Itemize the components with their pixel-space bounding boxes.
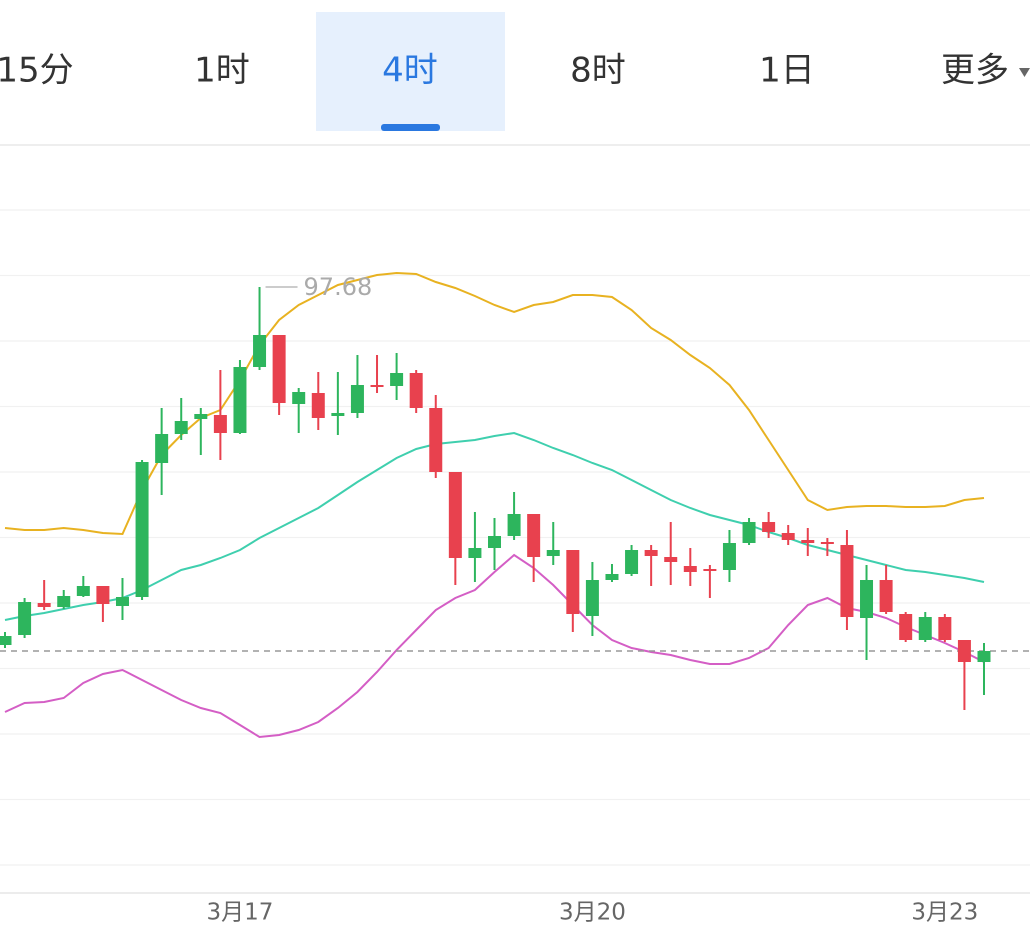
tab[interactable]: 更多 xyxy=(941,51,1009,91)
candle-body xyxy=(585,580,599,616)
candle-body xyxy=(742,522,756,543)
candle-body xyxy=(683,566,697,572)
band-line xyxy=(4,271,985,536)
candle-body xyxy=(957,640,971,662)
candle-body xyxy=(605,574,619,580)
tab[interactable]: 1时 xyxy=(194,51,250,91)
candle-body xyxy=(546,550,560,556)
candle-body xyxy=(938,617,952,640)
candle-body xyxy=(350,385,364,413)
candle-body xyxy=(879,580,893,612)
candle-body xyxy=(331,413,345,416)
dropdown-arrow xyxy=(1019,68,1030,77)
x-tick-label: 3月23 xyxy=(911,900,978,926)
candle-body xyxy=(253,335,267,367)
candle-body xyxy=(409,373,423,408)
candle-body xyxy=(292,392,306,404)
candle-body xyxy=(135,462,149,597)
candle-body xyxy=(644,550,658,556)
candle-body xyxy=(448,472,462,558)
tab[interactable]: 8时 xyxy=(570,51,626,91)
candle-body xyxy=(57,596,71,607)
candle-body xyxy=(155,434,169,463)
candle-body xyxy=(918,617,932,640)
candle-body xyxy=(703,569,717,571)
band-line xyxy=(4,431,985,621)
band-line xyxy=(4,553,985,739)
candle-body xyxy=(664,557,678,562)
candle-body xyxy=(174,421,188,434)
candle-body xyxy=(860,580,874,618)
candle-body xyxy=(781,533,795,540)
candle-body xyxy=(566,550,580,614)
candle-body xyxy=(820,542,834,544)
x-tick-label: 3月20 xyxy=(559,900,626,926)
candle-body xyxy=(468,548,482,558)
candle-body xyxy=(390,373,404,386)
candle-body xyxy=(801,540,815,543)
tab[interactable]: 15分 xyxy=(0,51,74,91)
candle-body xyxy=(18,602,32,635)
candle-body xyxy=(311,393,325,418)
tab[interactable]: 4时 xyxy=(382,51,438,91)
candle-body xyxy=(213,415,227,433)
candle-body xyxy=(762,522,776,532)
candle-body xyxy=(507,514,521,536)
candle-body xyxy=(194,414,208,419)
candle-body xyxy=(370,385,384,387)
candle-body xyxy=(233,367,247,433)
candle-body xyxy=(115,597,129,606)
candle-body xyxy=(899,614,913,640)
x-tick-label: 3月17 xyxy=(207,900,274,926)
candle-body xyxy=(76,586,90,596)
candle-body xyxy=(840,545,854,617)
candle-body xyxy=(429,408,443,472)
candle-body xyxy=(488,536,501,548)
candle-body xyxy=(0,636,12,645)
candle-body xyxy=(527,514,541,557)
candle-body xyxy=(625,550,639,574)
candle-body xyxy=(37,603,51,607)
candle-body xyxy=(272,335,286,403)
selected-tab-bg xyxy=(316,12,505,131)
candle-body xyxy=(977,651,991,662)
candle-body xyxy=(722,543,736,570)
max-label: 97.68 xyxy=(304,273,373,301)
tab[interactable]: 1日 xyxy=(759,51,815,91)
grid xyxy=(0,209,1030,866)
candle-body xyxy=(96,586,110,604)
tab-indicator xyxy=(381,124,440,131)
